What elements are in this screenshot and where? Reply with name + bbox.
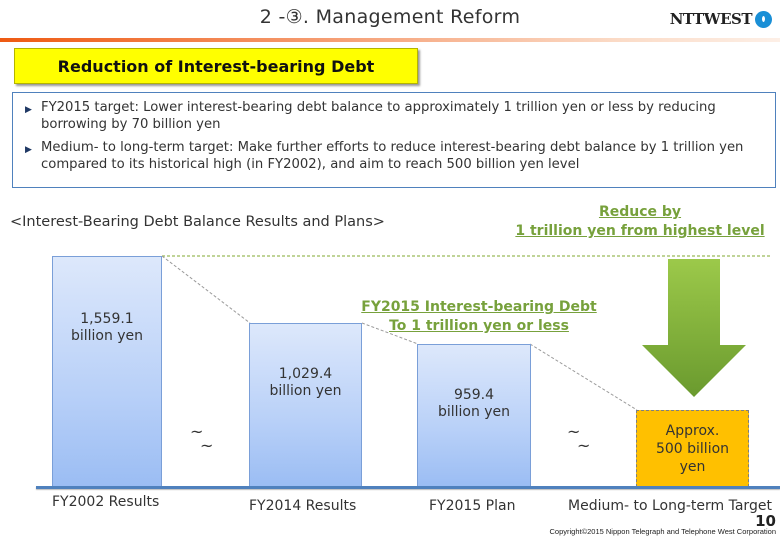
- copyright: Copyright©2015 Nippon Telegraph and Tele…: [549, 527, 776, 536]
- bar-unit: billion yen: [437, 404, 511, 420]
- bar-value: 959.4: [453, 387, 495, 403]
- logo-text: NTTWEST: [669, 10, 753, 28]
- bar-fy2014: 1,029.4 billion yen: [249, 323, 362, 487]
- targets-box: ▶ FY2015 target: Lower interest-bearing …: [12, 92, 776, 188]
- fy2015-annotation-line2: To 1 trillion yen or less: [389, 318, 569, 334]
- bullet-fy2015-target: ▶ FY2015 target: Lower interest-bearing …: [25, 99, 765, 133]
- bar-unit: billion yen: [70, 328, 144, 344]
- header-divider: [0, 38, 780, 42]
- axis-break-icon: ~ ~: [190, 422, 214, 455]
- bar-value: 1,029.4: [278, 366, 333, 382]
- ntt-west-logo: NTTWEST: [670, 10, 772, 28]
- slide-title: 2 -③. Management Reform: [259, 6, 521, 28]
- fy2015-annotation-line1: FY2015 Interest-bearing Debt: [361, 299, 597, 315]
- x-label-fy2014: FY2014 Results: [249, 498, 357, 514]
- fy2015-annotation: FY2015 Interest-bearing Debt To 1 trilli…: [334, 298, 624, 336]
- page-number: 10: [755, 512, 776, 530]
- chart-title: <Interest-Bearing Debt Balance Results a…: [10, 214, 385, 230]
- bar-value: Approx.: [665, 422, 720, 439]
- ntt-logo-icon: [755, 10, 772, 28]
- bar-value: 1,559.1: [80, 311, 134, 327]
- trend-line-1: [161, 255, 251, 324]
- axis-break-icon: ~ ~: [567, 422, 591, 455]
- x-axis-baseline: [36, 486, 780, 489]
- bar-fy2002: 1,559.1 billion yen: [52, 256, 162, 487]
- x-label-target: Medium- to Long-term Target: [568, 498, 772, 514]
- bar-fy2015: 959.4 billion yen: [417, 344, 531, 487]
- down-arrow-icon: [642, 259, 746, 397]
- bar-target: Approx. 500 billion yen: [636, 410, 749, 487]
- reduce-annotation-line1: Reduce by: [598, 204, 682, 220]
- x-label-fy2002: FY2002 Results: [52, 494, 160, 510]
- x-label-fy2015: FY2015 Plan: [429, 498, 516, 514]
- section-banner: Reduction of Interest-bearing Debt: [14, 48, 418, 84]
- bullet-text: Medium- to long-term target: Make furthe…: [41, 140, 744, 172]
- reduce-annotation-line2: 1 trillion yen from highest level: [515, 223, 765, 239]
- bar-unit: yen: [679, 458, 706, 475]
- bullet-text: FY2015 target: Lower interest-bearing de…: [41, 100, 716, 132]
- reduce-annotation: Reduce by 1 trillion yen from highest le…: [500, 203, 780, 241]
- triangle-bullet-icon: ▶: [25, 105, 32, 115]
- bar-value-2: 500 billion: [655, 440, 730, 457]
- trend-line-3: [529, 343, 638, 411]
- bar-unit: billion yen: [269, 383, 342, 399]
- triangle-bullet-icon: ▶: [25, 145, 32, 155]
- bullet-long-term-target: ▶ Medium- to long-term target: Make furt…: [25, 139, 765, 173]
